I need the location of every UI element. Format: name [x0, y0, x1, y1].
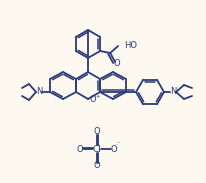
Text: O: O	[89, 96, 96, 104]
Text: Cl: Cl	[92, 145, 101, 154]
Text: ·⁻: ·⁻	[115, 143, 120, 147]
Text: +: +	[95, 94, 99, 100]
Text: O: O	[76, 145, 83, 154]
Text: N: N	[36, 87, 42, 96]
Text: HO: HO	[124, 40, 136, 49]
Text: N: N	[169, 87, 175, 96]
Text: O: O	[93, 128, 100, 137]
Text: O: O	[113, 59, 120, 68]
Text: O: O	[110, 145, 117, 154]
Text: O: O	[93, 162, 100, 171]
